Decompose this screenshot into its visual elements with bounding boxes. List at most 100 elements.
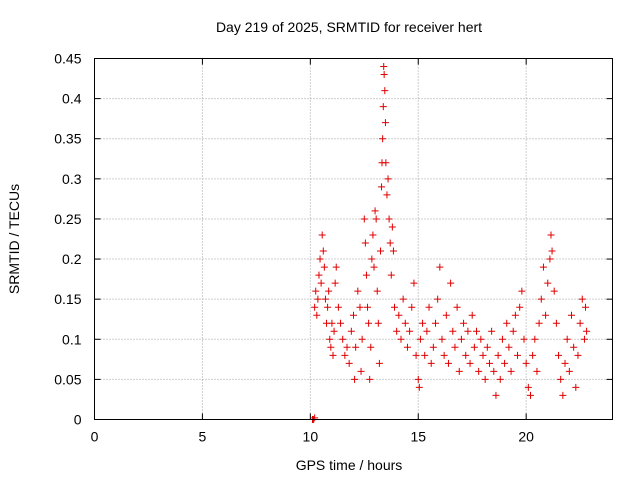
- data-point: [384, 175, 392, 183]
- plot-frame: [94, 58, 613, 420]
- data-point: [347, 327, 355, 335]
- data-point: [326, 335, 334, 343]
- data-point: [449, 327, 457, 335]
- data-point: [503, 319, 511, 327]
- data-point: [572, 383, 580, 391]
- data-point: [399, 295, 407, 303]
- data-point: [369, 231, 377, 239]
- data-point: [490, 367, 498, 375]
- data-point: [351, 375, 359, 383]
- data-point: [368, 255, 376, 263]
- data-point: [460, 319, 468, 327]
- data-point: [318, 231, 326, 239]
- data-point: [415, 383, 423, 391]
- data-point: [408, 303, 416, 311]
- data-point: [492, 391, 500, 399]
- data-point: [529, 351, 537, 359]
- data-point: [379, 103, 387, 111]
- data-point: [311, 414, 319, 422]
- data-point: [313, 311, 321, 319]
- data-point: [423, 327, 431, 335]
- y-tick-label: 0.45: [54, 51, 81, 67]
- data-point: [563, 335, 571, 343]
- data-point: [505, 343, 513, 351]
- data-point: [391, 303, 399, 311]
- data-point: [325, 287, 333, 295]
- data-point: [378, 183, 386, 191]
- y-tick-label: 0.1: [62, 331, 82, 347]
- data-point: [547, 231, 555, 239]
- data-point: [381, 87, 389, 95]
- x-tick-labels: 0 5 10 15 20: [91, 429, 535, 445]
- data-point: [479, 351, 487, 359]
- data-point: [565, 367, 573, 375]
- x-tick-label: 15: [410, 429, 426, 445]
- y-tick-label: 0.4: [62, 91, 82, 107]
- data-point: [361, 239, 369, 247]
- data-point: [583, 327, 591, 335]
- data-point: [397, 335, 405, 343]
- y-tick-label: 0.15: [54, 291, 81, 307]
- data-point: [380, 63, 388, 71]
- x-tick-label: 0: [91, 429, 99, 445]
- y-tick-label: 0: [74, 412, 82, 428]
- data-point: [315, 271, 323, 279]
- data-point: [514, 351, 522, 359]
- data-point: [339, 335, 347, 343]
- data-point: [468, 311, 476, 319]
- data-point: [328, 319, 336, 327]
- data-point: [488, 327, 496, 335]
- data-point: [386, 239, 394, 247]
- data-point: [419, 319, 427, 327]
- data-point: [522, 359, 530, 367]
- data-point: [380, 71, 388, 79]
- data-point: [507, 367, 515, 375]
- data-point: [438, 335, 446, 343]
- data-point: [364, 303, 372, 311]
- grid: [94, 58, 613, 420]
- data-point: [375, 359, 383, 367]
- data-point: [555, 351, 563, 359]
- data-point: [324, 303, 332, 311]
- data-point: [578, 295, 586, 303]
- data-point: [473, 327, 481, 335]
- data-point: [432, 319, 440, 327]
- data-point: [406, 327, 414, 335]
- data-point: [334, 303, 342, 311]
- data-point: [365, 319, 373, 327]
- data-point: [501, 359, 509, 367]
- y-tick-labels: 0 0.05 0.1 0.15 0.2 0.25 0.3 0.35 0.4 0.45: [54, 51, 81, 428]
- data-point: [444, 359, 452, 367]
- data-point: [574, 351, 582, 359]
- data-point: [371, 207, 379, 215]
- data-point: [494, 351, 502, 359]
- y-tick-label: 0.05: [54, 371, 81, 387]
- data-point: [401, 319, 409, 327]
- data-point: [475, 367, 483, 375]
- data-point: [403, 343, 411, 351]
- y-tick-label: 0.35: [54, 131, 81, 147]
- data-point: [352, 343, 360, 351]
- data-point: [462, 351, 470, 359]
- data-point: [552, 319, 560, 327]
- data-point: [440, 351, 448, 359]
- data-point: [341, 351, 349, 359]
- data-point: [319, 247, 327, 255]
- data-point: [360, 215, 368, 223]
- data-point: [381, 119, 389, 127]
- data-point: [570, 343, 578, 351]
- data-point: [354, 287, 362, 295]
- data-point: [464, 327, 472, 335]
- data-point: [542, 311, 550, 319]
- data-points: [308, 63, 591, 423]
- x-axis-label: GPS time / hours: [296, 457, 403, 473]
- data-point: [410, 279, 418, 287]
- data-point: [383, 191, 391, 199]
- data-point: [524, 383, 532, 391]
- data-point: [382, 159, 390, 167]
- data-point: [370, 263, 378, 271]
- data-point: [388, 223, 396, 231]
- data-point: [485, 359, 493, 367]
- data-point: [345, 359, 353, 367]
